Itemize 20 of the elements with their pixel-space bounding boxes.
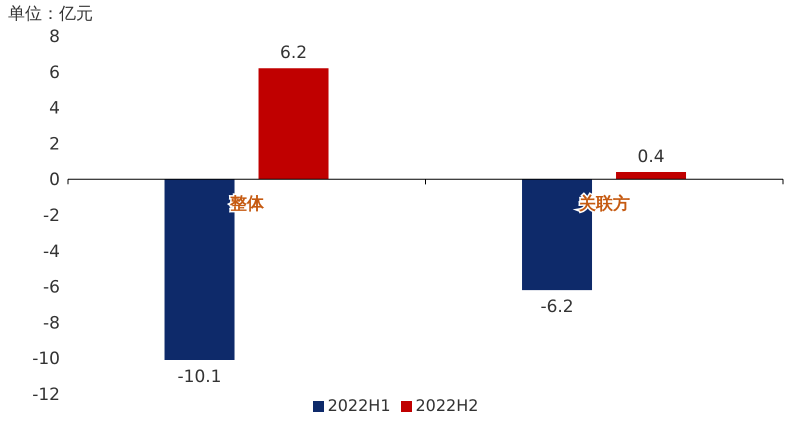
- data-label: -6.2: [540, 297, 574, 318]
- data-label: 6.2: [280, 43, 308, 64]
- data-label: 0.4: [638, 147, 665, 168]
- y-tick-label: 0: [49, 170, 60, 190]
- y-tick-label: -2: [43, 206, 60, 226]
- y-tick-label: 6: [49, 62, 60, 83]
- y-axis-title: 单位：亿元: [8, 3, 94, 24]
- y-tick-label: -8: [43, 313, 60, 334]
- y-tick-label: -10: [32, 349, 60, 370]
- data-label: -10.1: [178, 366, 222, 387]
- bar: [616, 172, 686, 180]
- y-tick-label: -12: [32, 385, 60, 406]
- y-tick-label: 4: [49, 98, 60, 119]
- y-tick-label: -6: [43, 278, 60, 298]
- y-tick-label: 2: [49, 134, 60, 154]
- y-tick-label: 8: [49, 27, 60, 48]
- bar: [258, 68, 329, 180]
- y-tick-label: -4: [43, 242, 60, 262]
- legend-label: 2022H2: [416, 396, 478, 415]
- legend-label: 2022H1: [328, 396, 390, 415]
